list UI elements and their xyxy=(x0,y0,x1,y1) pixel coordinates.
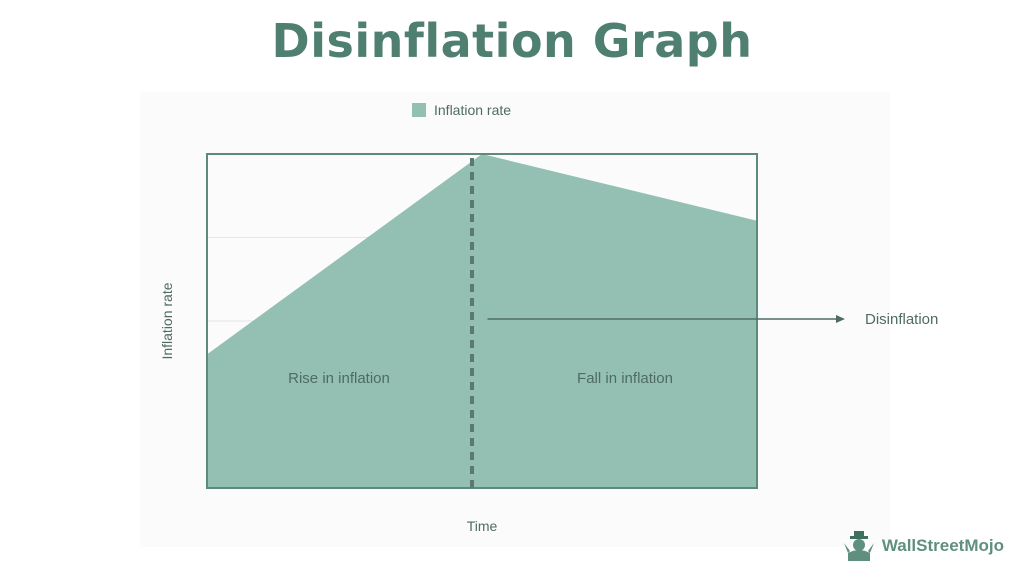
arrow-head-icon xyxy=(836,315,845,323)
legend-swatch xyxy=(412,103,426,117)
brand-logo: WallStreetMojo xyxy=(842,531,1004,561)
inflation-area xyxy=(207,154,757,488)
brand-name: WallStreetMojo xyxy=(881,536,1004,555)
x-axis-label: Time xyxy=(467,518,498,534)
y-axis-label: Inflation rate xyxy=(159,282,175,359)
region-label-fall: Fall in inflation xyxy=(577,370,673,387)
legend-label: Inflation rate xyxy=(434,102,511,118)
disinflation-annotation: Disinflation xyxy=(487,311,938,328)
legend: Inflation rate xyxy=(412,102,511,118)
page-title: Disinflation Graph xyxy=(271,14,753,68)
mascot-icon xyxy=(843,531,874,561)
plot-frame xyxy=(206,153,758,489)
region-label-rise: Rise in inflation xyxy=(288,370,390,387)
disinflation-label: Disinflation xyxy=(865,311,938,328)
